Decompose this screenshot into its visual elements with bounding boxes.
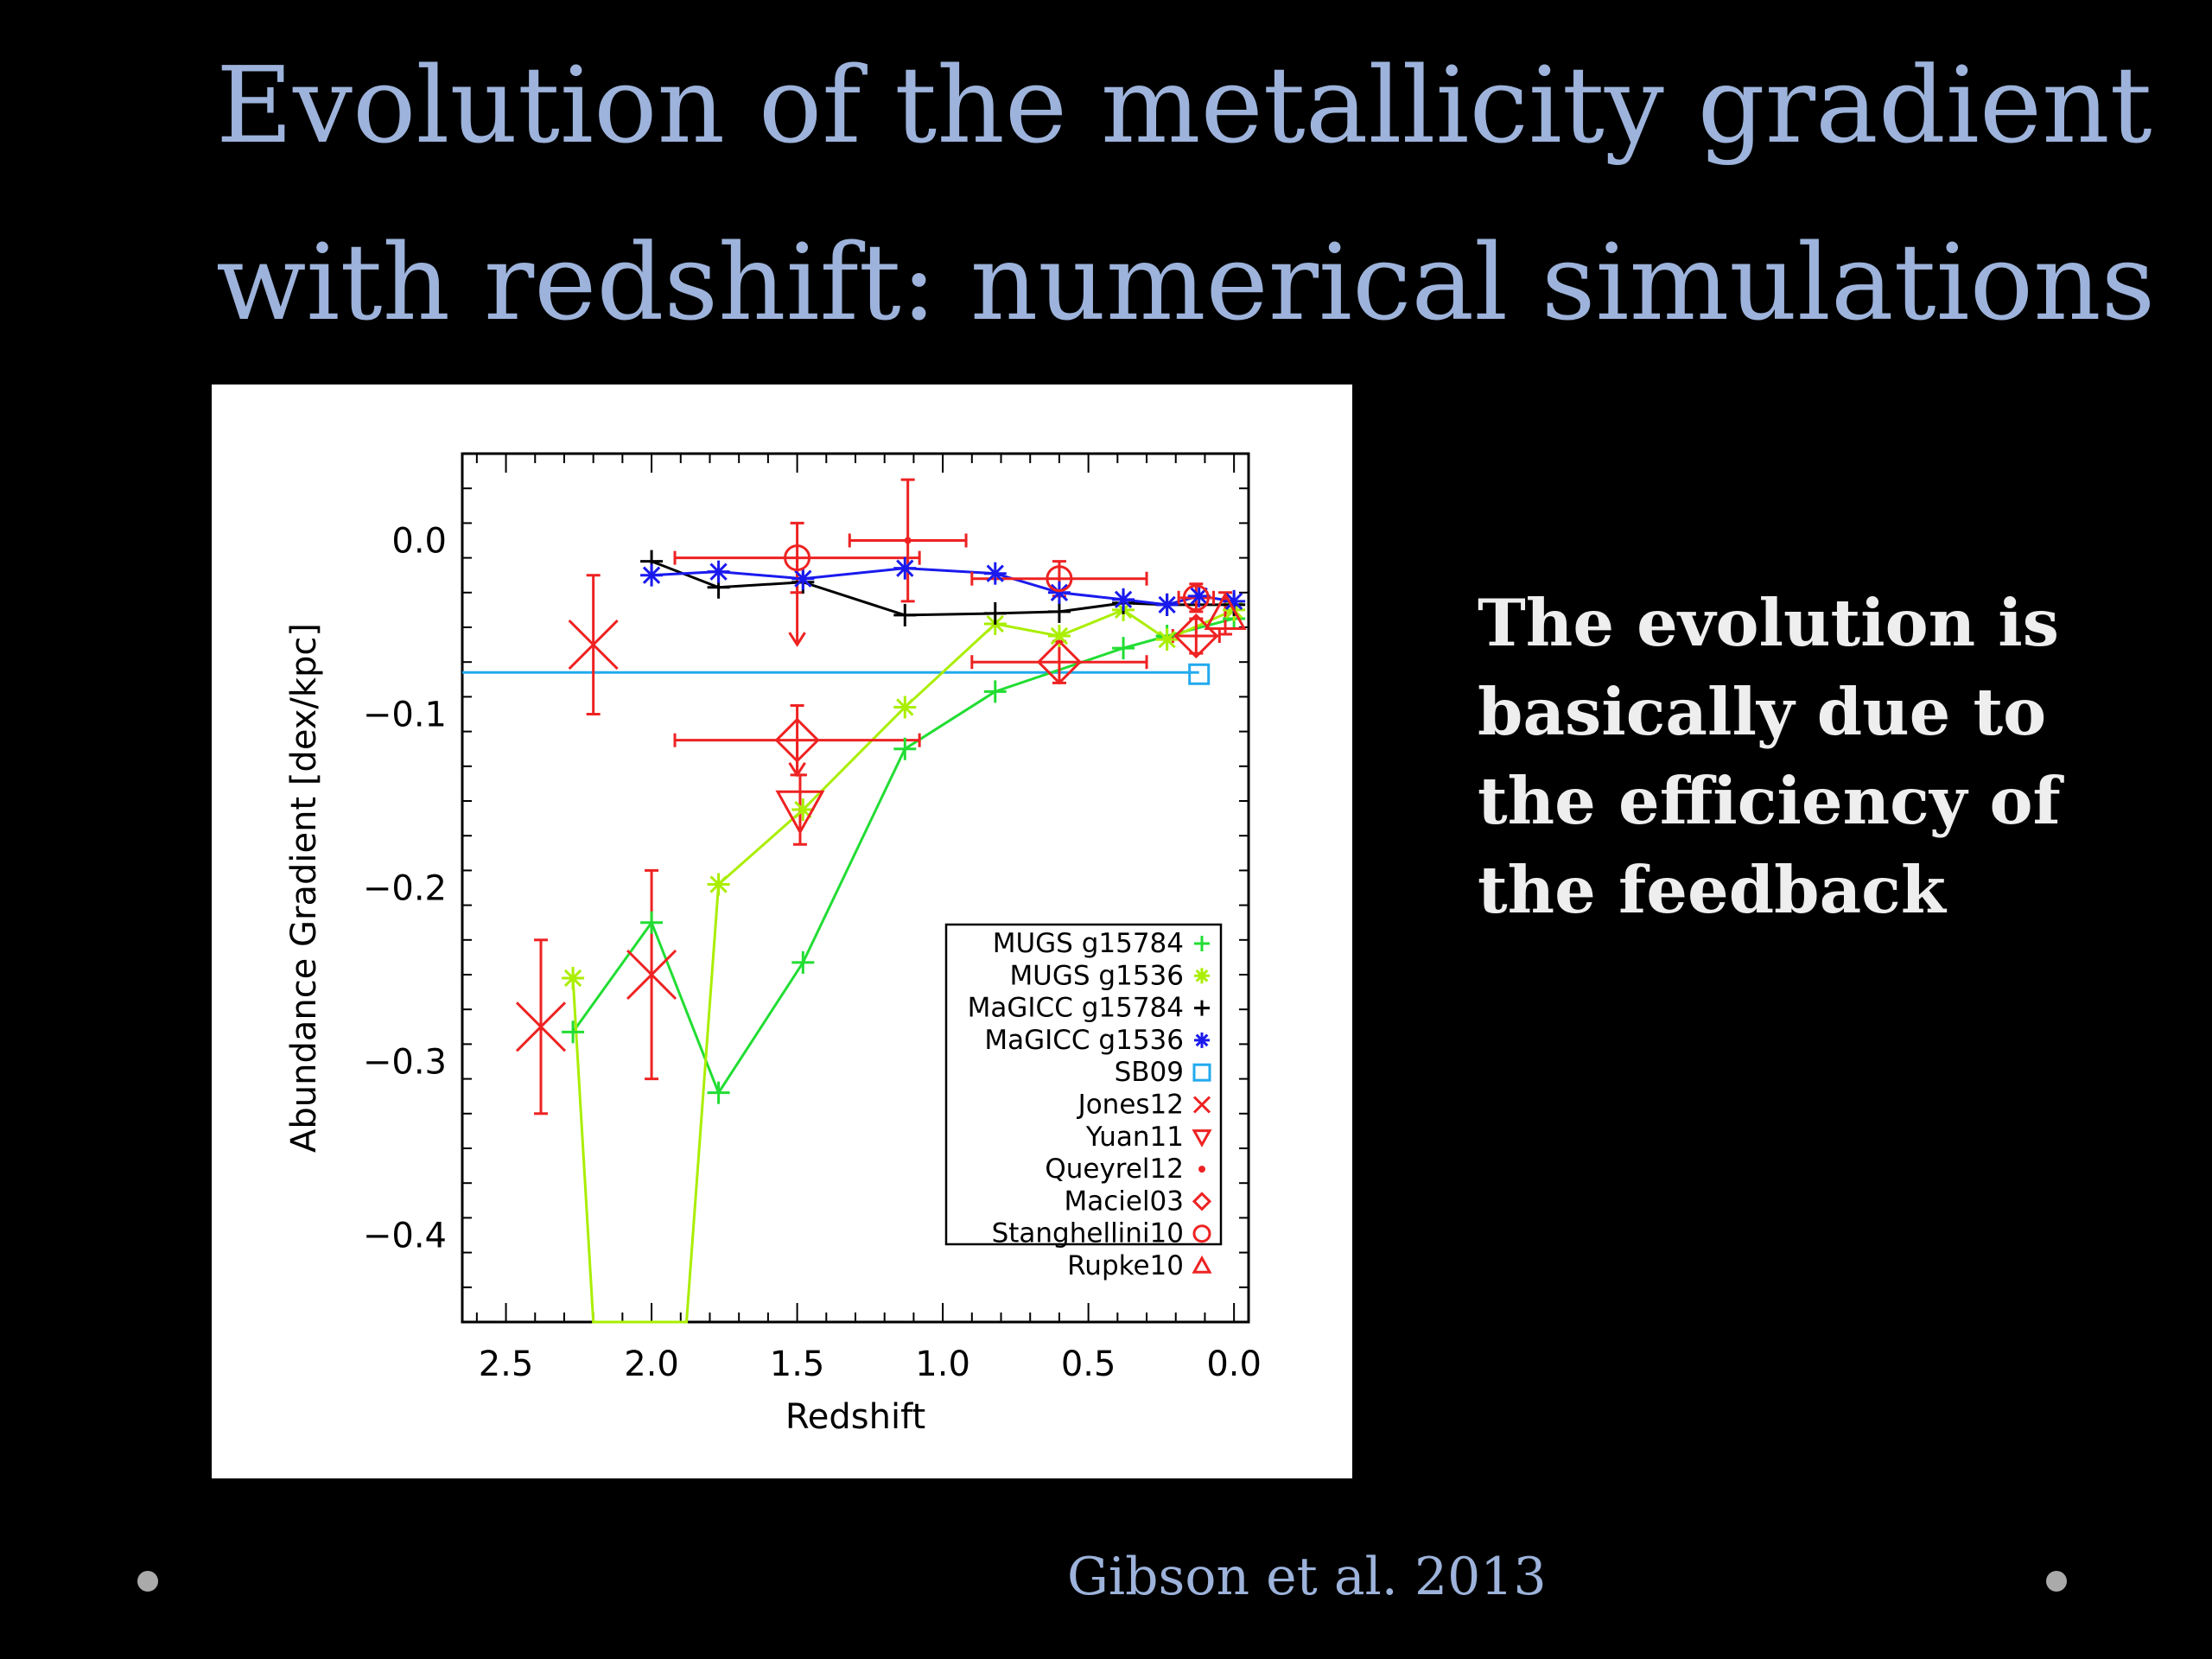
side-note-line-3: the efficiency of <box>1478 763 2061 839</box>
data-point-mugs-g15784 <box>1112 637 1135 660</box>
data-point-mugs-g1536 <box>707 873 730 896</box>
x-tick-label: 0.5 <box>1061 1344 1116 1384</box>
legend-marker <box>1194 936 1210 951</box>
data-point-magicc-g1536 <box>1047 581 1071 604</box>
data-point-mugs-g1536 <box>791 798 815 822</box>
legend-label: Maciel03 <box>1064 1185 1184 1217</box>
legend-marker <box>1194 1000 1210 1016</box>
data-point-stanghellini10 <box>784 544 811 572</box>
data-point-mugs-g1536 <box>1047 625 1071 648</box>
data-point-mugs-g15784 <box>707 1081 730 1104</box>
x-tick-label: 1.0 <box>915 1344 970 1384</box>
data-point-maciel03 <box>1036 639 1083 685</box>
data-point-magicc-g1536 <box>640 563 664 587</box>
side-note-line-4: the feedback <box>1478 852 1946 928</box>
legend-label: MUGS g15784 <box>993 928 1184 959</box>
legend-label: MaGICC g1536 <box>984 1025 1184 1056</box>
data-point-queyrel12 <box>904 537 912 544</box>
legend-marker <box>1192 1255 1212 1274</box>
side-note-line-1: The evolution is <box>1478 585 2060 661</box>
slide-title-line-1: Evolution of the metallicity gradient <box>216 44 2152 167</box>
slide-title-line-2: with redshift: numerical simulations <box>216 221 2156 344</box>
legend-label: Jones12 <box>1077 1090 1184 1121</box>
data-point-stanghellini10 <box>1182 584 1210 612</box>
x-tick-label: 0.0 <box>1206 1344 1262 1384</box>
legend-label: MaGICC g15784 <box>968 993 1184 1024</box>
data-point-sb09 <box>1188 663 1211 685</box>
legend-label: Queyrel12 <box>1045 1154 1184 1185</box>
data-point-magicc-g1536 <box>1187 584 1211 607</box>
data-point-mugs-g15784 <box>983 680 1007 703</box>
data-point-mugs-g15784 <box>893 737 917 760</box>
data-point-mugs-g15784 <box>640 911 664 934</box>
x-axis-label: Redshift <box>785 1397 925 1437</box>
y-axis-label: Abundance Gradient [dex/kpc] <box>284 623 324 1153</box>
legend-marker <box>1192 1224 1211 1243</box>
data-point-mugs-g1536 <box>562 967 585 990</box>
legend-label: MUGS g1536 <box>1009 960 1184 991</box>
y-tick-label: −0.1 <box>363 696 447 735</box>
x-tick-label: 1.5 <box>770 1344 825 1384</box>
data-point-jones12 <box>568 620 619 671</box>
data-point-magicc-g15784 <box>893 603 917 626</box>
chart-markers <box>515 537 1247 1104</box>
legend-box <box>944 923 1223 1246</box>
legend-label: SB09 <box>1115 1057 1184 1088</box>
data-point-yuan11 <box>775 790 825 836</box>
x-tick-label: 2.5 <box>479 1344 534 1384</box>
legend-marker <box>1194 968 1210 984</box>
legend-label: Yuan11 <box>1085 1122 1184 1153</box>
abundance-gradient-chart: 2.5 2.0 1.5 1.0 0.5 0.0 0.0 −0.1 −0.2 −0.3 −0.4 Red… <box>284 452 1262 1437</box>
citation: Gibson et al. 2013 <box>1067 1547 1547 1607</box>
y-tick-label: −0.2 <box>363 869 447 909</box>
x-tick-label: 2.0 <box>624 1344 679 1384</box>
legend-label: Rupke10 <box>1067 1250 1184 1281</box>
chart-panel: 2.5 2.0 1.5 1.0 0.5 0.0 0.0 −0.1 −0.2 −0.3 −0.4 Red… <box>212 385 1352 1478</box>
data-point-magicc-g1536 <box>1155 593 1179 616</box>
data-point-maciel03 <box>774 717 820 763</box>
y-tick-label: −0.3 <box>363 1043 447 1083</box>
y-tick-label: −0.4 <box>363 1217 447 1256</box>
data-point-mugs-g1536 <box>893 696 917 719</box>
limit-arrowhead <box>788 632 806 647</box>
limit-arrowhead <box>788 762 806 778</box>
legend-marker <box>1192 1129 1212 1147</box>
legend-label: Stanghellini10 <box>992 1218 1184 1249</box>
data-point-magicc-g1536 <box>983 562 1007 585</box>
data-point-magicc-g1536 <box>893 556 917 580</box>
data-point-magicc-g15784 <box>1047 600 1071 623</box>
legend-marker <box>1192 1063 1211 1082</box>
chart-axes: 2.5 2.0 1.5 1.0 0.5 0.0 0.0 −0.1 −0.2 −0.3 −0.4 Red… <box>284 452 1262 1437</box>
data-point-mugs-g15784 <box>562 1020 585 1044</box>
slide-nav-next-dot[interactable] <box>2046 1571 2067 1592</box>
legend-marker <box>1198 1166 1205 1173</box>
data-point-jones12 <box>515 1001 567 1052</box>
legend-marker <box>1192 1096 1211 1114</box>
slide-title: Evolution of the metallicity gradient wi… <box>216 17 2156 372</box>
legend-marker <box>1194 1032 1210 1048</box>
y-tick-label: 0.0 <box>391 522 447 562</box>
data-point-stanghellini10 <box>1046 565 1073 593</box>
data-point-rupke10 <box>1204 591 1247 631</box>
side-note-line-2: basically due to <box>1478 674 2047 750</box>
data-point-mugs-g15784 <box>791 950 815 974</box>
legend-marker <box>1192 1192 1212 1211</box>
data-point-jones12 <box>626 949 677 1001</box>
data-point-magicc-g15784 <box>983 601 1007 625</box>
data-point-mugs-g1536 <box>1155 628 1179 652</box>
side-note: The evolution is basically due to the ef… <box>1478 579 2152 935</box>
data-point-magicc-g1536 <box>791 567 815 590</box>
data-point-magicc-g1536 <box>1112 588 1135 611</box>
slide-nav-prev-dot[interactable] <box>137 1571 158 1592</box>
data-point-magicc-g1536 <box>707 560 730 583</box>
